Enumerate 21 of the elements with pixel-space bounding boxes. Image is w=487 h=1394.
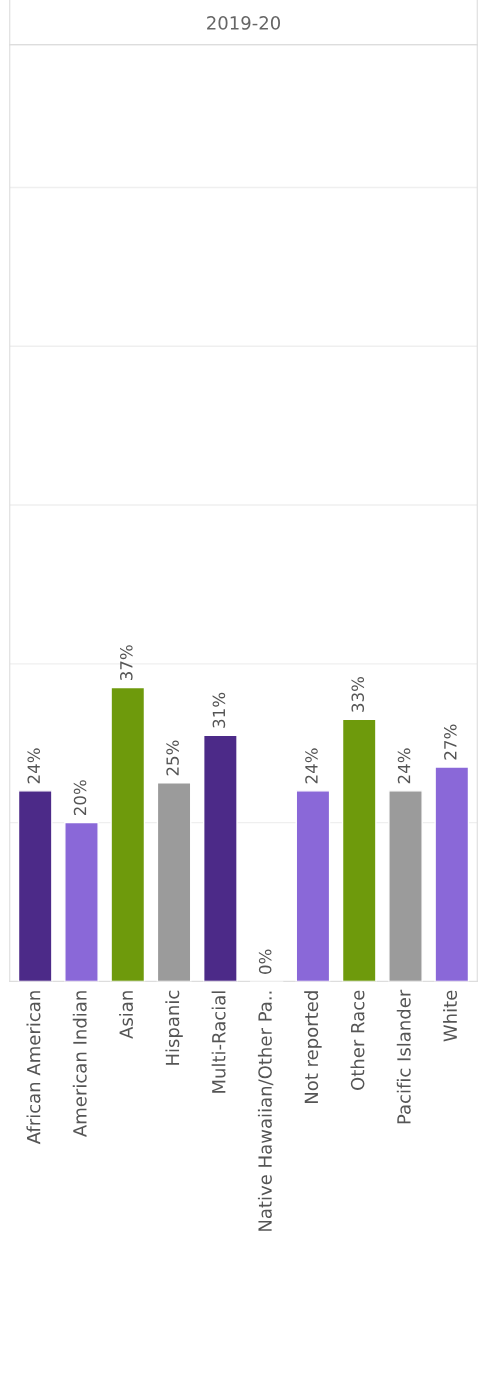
- data-label: 24%: [397, 748, 411, 784]
- x-tick-label: Other Race: [350, 990, 365, 1090]
- data-label: 24%: [305, 748, 318, 784]
- x-tick-label: African American: [26, 991, 41, 1145]
- data-label: 37%: [120, 645, 133, 681]
- x-tick-label: Not reported: [304, 991, 322, 1104]
- data-label: 0%: [258, 949, 272, 974]
- x-tick-label: Multi-Racial: [211, 991, 226, 1093]
- x-tick-label: Pacific Islander: [396, 989, 411, 1124]
- x-tick-label: White: [443, 990, 458, 1042]
- x-tick-label: American Indian: [72, 991, 87, 1137]
- data-label: 25%: [166, 740, 179, 776]
- x-tick-label: Asian: [119, 991, 134, 1039]
- data-label: 31%: [212, 692, 226, 728]
- data-label: 24%: [27, 748, 41, 784]
- data-label: 20%: [73, 780, 87, 816]
- data-label: 27%: [444, 724, 457, 760]
- chart-title: 2019-20: [207, 16, 281, 30]
- x-tick-label: Native Hawaiian/Other Pa..: [257, 991, 274, 1231]
- x-tick-label: Hispanic: [165, 990, 183, 1065]
- data-label: 33%: [351, 676, 365, 712]
